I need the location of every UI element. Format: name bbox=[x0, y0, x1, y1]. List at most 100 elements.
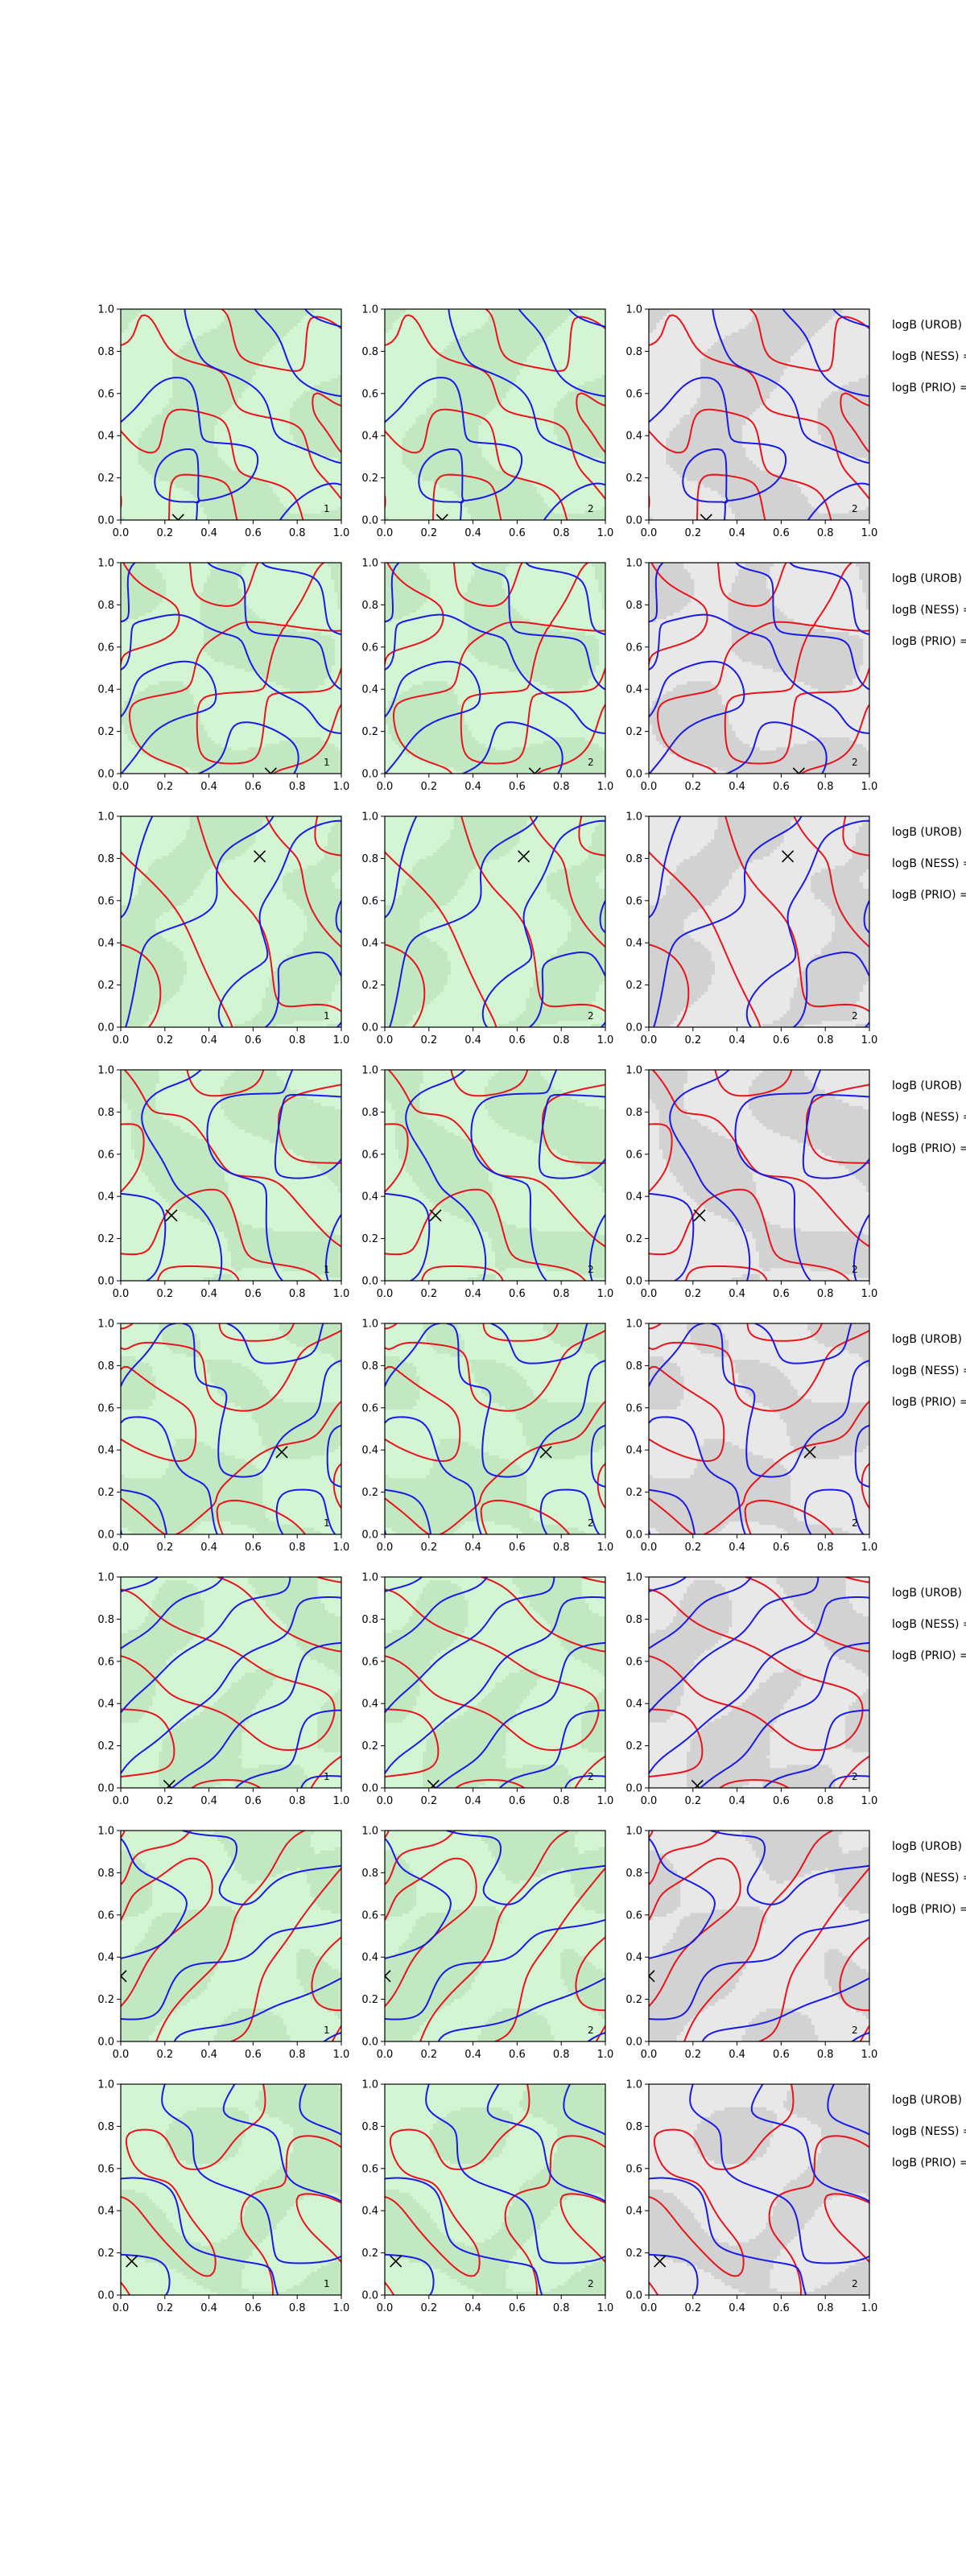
panel-r6-c1: 0.00.00.20.20.40.40.60.60.80.81.01.01 bbox=[97, 1572, 349, 1808]
x-tick-label: 0.2 bbox=[156, 1795, 173, 1807]
x-tick-label: 0.6 bbox=[773, 2302, 790, 2314]
y-tick-label: 0.0 bbox=[625, 1022, 642, 1034]
x-tick-label: 0.0 bbox=[113, 1034, 130, 1046]
y-tick-label: 0.6 bbox=[97, 2163, 114, 2175]
x-tick-label: 0.2 bbox=[156, 527, 173, 539]
y-tick-label: 0.8 bbox=[361, 853, 378, 865]
y-tick-label: 0.4 bbox=[625, 1699, 642, 1711]
y-tick-label: 0.2 bbox=[97, 726, 114, 738]
x-tick-label: 0.4 bbox=[200, 527, 217, 539]
y-tick-label: 0.4 bbox=[625, 431, 642, 443]
corner-label: 2 bbox=[852, 1771, 858, 1782]
y-tick-label: 1.0 bbox=[625, 811, 642, 824]
x-tick-label: 0.8 bbox=[553, 2049, 570, 2061]
y-tick-label: 1.0 bbox=[625, 1065, 642, 1077]
x-tick-label: 0.2 bbox=[684, 1795, 701, 1807]
corner-label: 1 bbox=[324, 757, 330, 768]
y-tick-label: 0.4 bbox=[625, 938, 642, 950]
side-label: logB (NESS) = bbox=[892, 2125, 966, 2138]
side-label: logB (NESS) = bbox=[892, 1364, 966, 1377]
y-tick-label: 0.8 bbox=[625, 853, 642, 865]
y-tick-label: 0.0 bbox=[625, 2037, 642, 2049]
x-tick-label: 0.6 bbox=[509, 1288, 526, 1300]
x-tick-label: 0.2 bbox=[156, 2049, 173, 2061]
x-tick-label: 0.6 bbox=[773, 1795, 790, 1807]
y-tick-label: 0.8 bbox=[625, 1868, 642, 1880]
x-tick-label: 0.0 bbox=[641, 781, 658, 793]
panel-r6-c2: 0.00.00.20.20.40.40.60.60.80.81.01.02 bbox=[361, 1572, 613, 1808]
y-tick-label: 0.6 bbox=[97, 388, 114, 400]
y-tick-label: 0.0 bbox=[97, 1783, 114, 1795]
x-tick-label: 0.2 bbox=[684, 1034, 701, 1046]
y-tick-label: 0.0 bbox=[625, 1783, 642, 1795]
x-tick-label: 0.8 bbox=[289, 2049, 306, 2061]
y-tick-label: 0.6 bbox=[97, 1909, 114, 1922]
side-label: logB (PRIO) = bbox=[892, 382, 966, 394]
x-tick-label: 0.6 bbox=[773, 2049, 790, 2061]
x-tick-label: 0.2 bbox=[156, 1034, 173, 1046]
panel-r7-c1: 0.00.00.20.20.40.40.60.60.80.81.01.01 bbox=[97, 1826, 349, 2062]
x-tick-label: 0.2 bbox=[420, 1034, 437, 1046]
x-tick-label: 0.8 bbox=[553, 1288, 570, 1300]
side-label: logB (PRIO) = bbox=[892, 2157, 966, 2169]
side-label: logB (UROB) = bbox=[892, 2094, 966, 2107]
y-tick-label: 0.4 bbox=[97, 684, 114, 696]
y-tick-label: 0.6 bbox=[97, 642, 114, 654]
y-tick-label: 1.0 bbox=[361, 558, 378, 570]
x-tick-label: 0.0 bbox=[377, 781, 394, 793]
y-tick-label: 0.4 bbox=[625, 2206, 642, 2218]
y-tick-label: 0.8 bbox=[361, 1614, 378, 1626]
x-tick-label: 0.8 bbox=[817, 1034, 834, 1046]
y-tick-label: 1.0 bbox=[97, 1826, 114, 1838]
x-tick-label: 0.4 bbox=[729, 1288, 745, 1300]
x-tick-label: 1.0 bbox=[861, 1288, 878, 1300]
x-tick-label: 0.2 bbox=[420, 781, 437, 793]
corner-label: 2 bbox=[588, 1517, 594, 1529]
x-tick-label: 1.0 bbox=[597, 1288, 614, 1300]
corner-label: 1 bbox=[324, 2278, 330, 2289]
panel-r8-c2: 0.00.00.20.20.40.40.60.60.80.81.01.02 bbox=[361, 2079, 613, 2315]
x-tick-label: 0.8 bbox=[289, 527, 306, 539]
x-tick-label: 1.0 bbox=[861, 2049, 878, 2061]
x-tick-label: 0.6 bbox=[773, 781, 790, 793]
x-tick-label: 0.8 bbox=[553, 527, 570, 539]
y-tick-label: 0.4 bbox=[361, 1699, 378, 1711]
y-tick-label: 0.0 bbox=[625, 769, 642, 781]
x-tick-label: 0.0 bbox=[641, 1795, 658, 1807]
x-tick-label: 1.0 bbox=[333, 1542, 350, 1554]
y-tick-label: 0.4 bbox=[97, 2206, 114, 2218]
side-label: logB (PRIO) = bbox=[892, 1396, 966, 1409]
y-tick-label: 0.0 bbox=[361, 1530, 378, 1542]
y-tick-label: 0.4 bbox=[361, 684, 378, 696]
y-tick-label: 0.0 bbox=[97, 1022, 114, 1034]
x-tick-label: 0.0 bbox=[641, 1542, 658, 1554]
x-tick-label: 0.4 bbox=[729, 2049, 745, 2061]
y-tick-label: 1.0 bbox=[361, 1319, 378, 1331]
y-tick-label: 1.0 bbox=[97, 1572, 114, 1584]
y-tick-label: 1.0 bbox=[361, 811, 378, 824]
x-tick-label: 1.0 bbox=[333, 1034, 350, 1046]
y-tick-label: 0.8 bbox=[97, 1107, 114, 1119]
x-tick-label: 0.8 bbox=[817, 1542, 834, 1554]
y-tick-label: 0.2 bbox=[625, 2248, 642, 2260]
y-tick-label: 0.0 bbox=[97, 1530, 114, 1542]
y-tick-label: 0.2 bbox=[97, 1487, 114, 1499]
y-tick-label: 0.2 bbox=[97, 2248, 114, 2260]
panel-r6-c3: 0.00.00.20.20.40.40.60.60.80.81.01.02 bbox=[625, 1572, 877, 1808]
y-tick-label: 0.6 bbox=[361, 642, 378, 654]
y-tick-label: 1.0 bbox=[625, 2079, 642, 2091]
y-tick-label: 0.2 bbox=[625, 726, 642, 738]
x-tick-label: 0.6 bbox=[245, 1034, 262, 1046]
y-tick-label: 0.4 bbox=[625, 1191, 642, 1203]
y-tick-label: 1.0 bbox=[361, 1065, 378, 1077]
x-tick-label: 0.8 bbox=[289, 2302, 306, 2314]
x-tick-label: 0.8 bbox=[817, 1795, 834, 1807]
x-tick-label: 0.8 bbox=[553, 2302, 570, 2314]
x-tick-label: 0.8 bbox=[289, 1542, 306, 1554]
corner-label: 1 bbox=[324, 1010, 330, 1022]
y-tick-label: 0.6 bbox=[625, 1402, 642, 1414]
y-tick-label: 0.2 bbox=[625, 1740, 642, 1752]
y-tick-label: 0.0 bbox=[97, 1276, 114, 1288]
x-tick-label: 0.0 bbox=[113, 1288, 130, 1300]
y-tick-label: 0.6 bbox=[97, 1402, 114, 1414]
